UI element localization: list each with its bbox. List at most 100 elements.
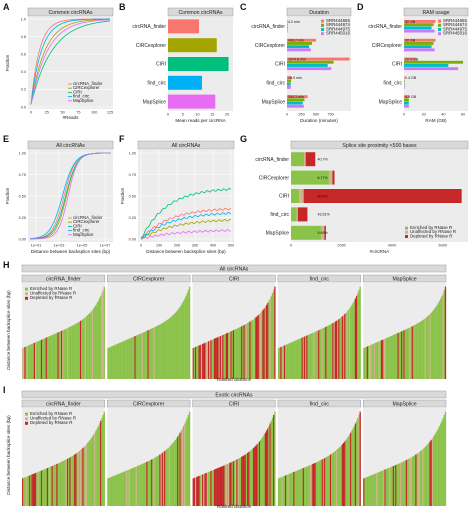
ranked-distance-bar: [153, 327, 155, 379]
ranked-distance-bar: [126, 339, 128, 379]
ranked-distance-bar: [419, 451, 422, 506]
ranked-distance-bar: [244, 324, 246, 379]
ranked-distance-bar: [228, 332, 230, 379]
ranked-distance-bar: [94, 432, 96, 506]
ranked-distance-bar: [337, 319, 339, 379]
facetsI-legend-label: Depleted by RNase R: [30, 420, 72, 425]
ranked-distance-bar: [363, 348, 365, 379]
ranked-distance-bar: [369, 475, 371, 506]
bar-value-label-c: 354.3 min: [288, 95, 304, 99]
ranked-distance-bar: [90, 311, 92, 379]
ranked-distance-bar: [284, 475, 287, 506]
facetsH-legend-label: Enriched by RNase R: [30, 286, 72, 291]
ranked-distance-bar: [115, 344, 117, 379]
ranked-distance-bar: [378, 471, 380, 506]
ranked-distance-bar: [146, 461, 148, 506]
ranked-distance-bar: [245, 323, 248, 379]
ranked-distance-bar: [255, 317, 257, 379]
e-legend-label: circRNA_finder: [73, 215, 103, 220]
ranked-distance-bar: [270, 295, 273, 379]
ranked-distance-bar: [153, 458, 155, 506]
ranked-distance-bar: [48, 467, 50, 506]
cdf-line-f: [140, 218, 232, 239]
ranked-distance-bar: [408, 327, 410, 379]
e-ytick: 1.00: [19, 151, 26, 155]
ranked-distance-bar: [347, 436, 350, 506]
ranked-distance-bar: [242, 456, 244, 506]
ranked-distance-bar: [398, 463, 401, 506]
facet-title: find_circ: [310, 401, 330, 407]
ranked-distance-bar: [390, 466, 392, 506]
ranked-distance-bar: [429, 313, 431, 379]
bar-d: [404, 45, 432, 49]
ranked-distance-bar: [243, 455, 245, 506]
ranked-distance-bar: [346, 438, 348, 506]
d-legend-key: [438, 32, 441, 36]
ranked-distance-bar: [103, 286, 105, 379]
ranked-distance-bar: [23, 347, 25, 379]
ranked-distance-bar: [45, 337, 47, 379]
ranked-distance-bar: [127, 469, 129, 506]
ranked-distance-bar: [288, 473, 290, 506]
ranked-distance-bar: [435, 432, 437, 506]
ranked-distance-bar: [228, 463, 230, 506]
stacked-bar-segment-g: [296, 207, 298, 222]
bar-c: [287, 101, 303, 105]
ranked-distance-bar: [411, 326, 414, 379]
ranked-distance-bar: [418, 451, 421, 506]
ranked-distance-bar: [165, 450, 167, 506]
facet-strip: [21, 274, 106, 283]
ranked-distance-bar: [133, 467, 135, 506]
ranked-distance-bar: [393, 465, 396, 506]
a-xtick: 100: [91, 111, 97, 115]
ranked-distance-bar: [372, 343, 374, 379]
panel-letter-a: A: [3, 2, 10, 12]
ranked-distance-bar: [375, 342, 377, 379]
ranked-distance-bar: [294, 340, 296, 379]
ranked-distance-bar: [74, 324, 76, 379]
a-xtick: 125: [107, 111, 113, 115]
ranked-distance-bar: [109, 477, 111, 506]
ranked-distance-bar: [325, 326, 327, 379]
ranked-distance-bar: [250, 450, 252, 506]
ranked-distance-bar: [107, 478, 109, 506]
facet-strip: [107, 399, 191, 408]
e-ytick: 0.50: [19, 194, 26, 198]
cdf-line-a: [30, 19, 111, 105]
ranked-distance-bar: [271, 417, 274, 506]
ranked-distance-bar: [173, 313, 175, 379]
ranked-distance-bar: [132, 337, 134, 379]
ranked-distance-bar: [154, 326, 156, 379]
ranked-distance-bar: [289, 342, 292, 379]
ranked-distance-bar: [87, 442, 89, 506]
bar-value-label-d: 12.3 GB: [405, 57, 419, 61]
ranked-distance-bar: [145, 331, 147, 379]
ranked-distance-bar: [71, 456, 74, 506]
ranked-distance-bar: [59, 462, 62, 506]
ranked-distance-bar: [290, 342, 293, 379]
ranked-distance-bar: [401, 462, 403, 506]
stacked-bar-segment-g: [291, 189, 300, 203]
ranked-distance-bar: [422, 448, 424, 506]
ranked-distance-bar: [64, 459, 66, 506]
ranked-distance-bar: [337, 448, 339, 506]
ranked-distance-bar: [263, 434, 265, 506]
ranked-distance-bar: [94, 306, 96, 379]
ranked-distance-bar: [175, 438, 178, 506]
c-xtick: 0: [286, 113, 288, 117]
ranked-distance-bar: [179, 432, 181, 506]
ranked-distance-bar: [33, 342, 36, 379]
ranked-distance-bar: [194, 346, 197, 379]
ranked-distance-bar: [110, 476, 113, 506]
ranked-distance-bar: [96, 428, 98, 506]
ranked-distance-bar: [194, 477, 197, 506]
bar-c: [287, 79, 292, 83]
ranked-distance-bar: [425, 445, 428, 506]
bar-c: [287, 45, 310, 49]
ranked-distance-bar: [159, 454, 161, 506]
ranked-distance-bar: [219, 336, 222, 379]
facet-title: CIRCexplorer: [133, 401, 165, 407]
ranked-distance-bar: [171, 316, 173, 379]
ranked-distance-bar: [92, 308, 95, 379]
category-label-d: find_circ: [383, 81, 402, 87]
